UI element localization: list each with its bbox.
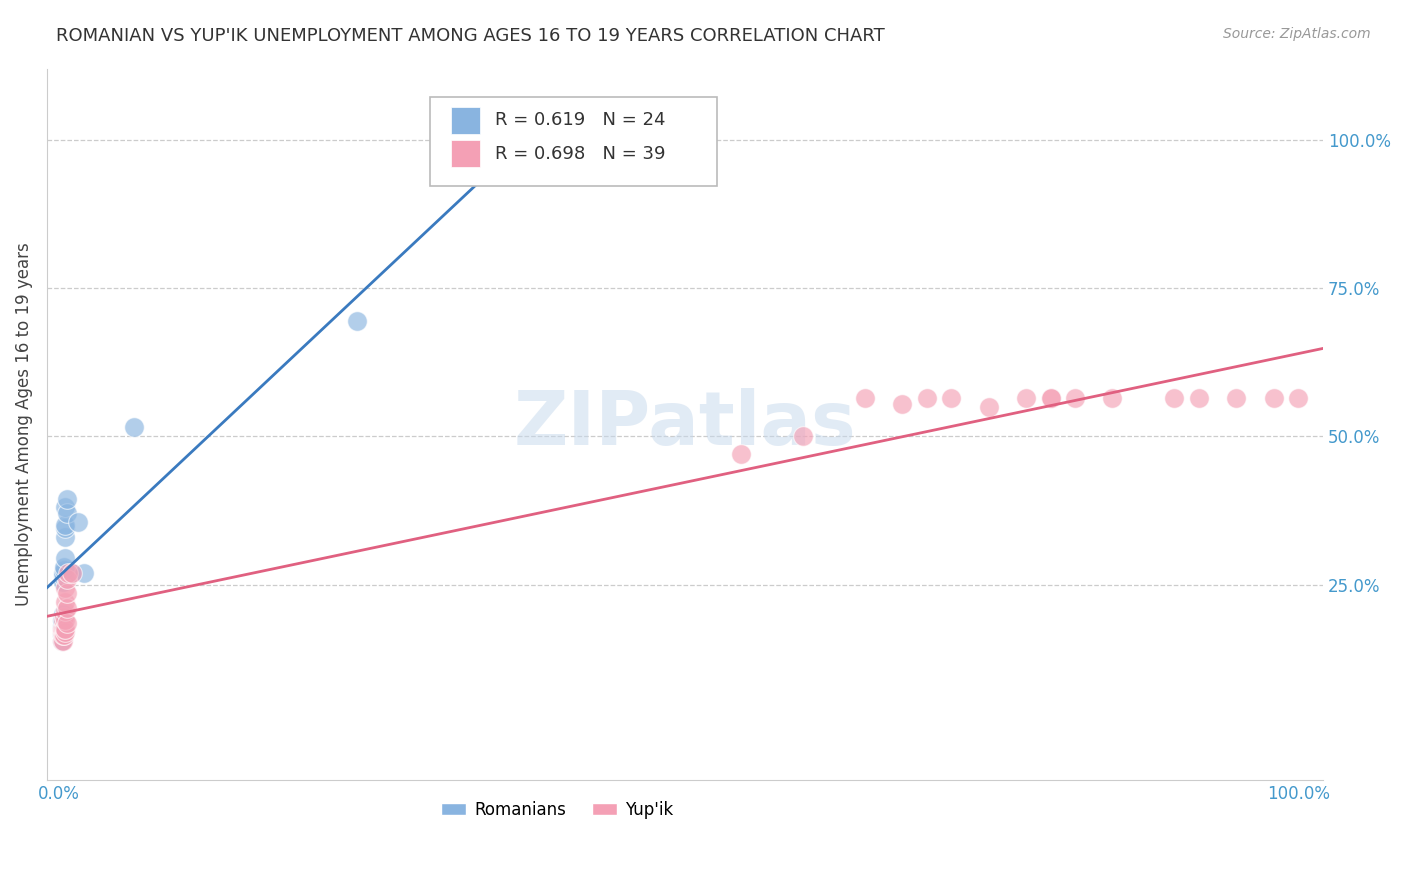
- Point: [73, 566, 96, 580]
- Point: [53, 563, 76, 577]
- Text: R = 0.619   N = 24: R = 0.619 N = 24: [495, 112, 665, 129]
- Point: [52, 622, 75, 636]
- Point: [53, 610, 76, 624]
- Point: [52, 607, 75, 622]
- Point: [1064, 391, 1087, 405]
- Point: [52, 634, 75, 648]
- Point: [730, 447, 752, 461]
- Point: [792, 429, 814, 443]
- Point: [56, 566, 79, 580]
- Point: [51, 634, 73, 648]
- Point: [55, 601, 77, 615]
- Point: [66, 516, 89, 530]
- Point: [52, 568, 75, 582]
- Point: [55, 595, 77, 609]
- Y-axis label: Unemployment Among Ages 16 to 19 years: Unemployment Among Ages 16 to 19 years: [15, 243, 32, 607]
- Point: [55, 500, 77, 515]
- Text: ROMANIAN VS YUP'IK UNEMPLOYMENT AMONG AGES 16 TO 19 YEARS CORRELATION CHART: ROMANIAN VS YUP'IK UNEMPLOYMENT AMONG AG…: [56, 27, 884, 45]
- Point: [51, 619, 73, 633]
- Point: [55, 604, 77, 618]
- Point: [1225, 391, 1247, 405]
- Text: ZIPatlas: ZIPatlas: [513, 388, 856, 461]
- Point: [52, 566, 75, 580]
- Point: [52, 628, 75, 642]
- Point: [941, 391, 963, 405]
- Point: [1039, 391, 1062, 405]
- Point: [55, 521, 77, 535]
- Point: [51, 622, 73, 636]
- Point: [51, 613, 73, 627]
- Point: [1163, 391, 1185, 405]
- Point: [55, 550, 77, 565]
- Point: [52, 613, 75, 627]
- Legend: Romanians, Yup'ik: Romanians, Yup'ik: [434, 794, 681, 825]
- Point: [853, 391, 876, 405]
- Text: R = 0.698   N = 39: R = 0.698 N = 39: [495, 145, 665, 163]
- Point: [55, 507, 77, 521]
- Point: [60, 566, 83, 580]
- Point: [51, 634, 73, 648]
- Point: [52, 622, 75, 636]
- Point: [1101, 391, 1123, 405]
- Point: [55, 622, 77, 636]
- Point: [55, 572, 77, 586]
- Point: [55, 530, 77, 544]
- Point: [1286, 391, 1309, 405]
- Point: [977, 400, 1000, 414]
- Point: [55, 581, 77, 595]
- Point: [55, 616, 77, 631]
- Point: [53, 622, 76, 636]
- Point: [52, 574, 75, 589]
- Bar: [451, 140, 479, 168]
- Point: [55, 491, 77, 506]
- Point: [51, 622, 73, 636]
- Point: [60, 566, 83, 580]
- Point: [122, 420, 145, 434]
- Point: [1015, 391, 1038, 405]
- Text: Source: ZipAtlas.com: Source: ZipAtlas.com: [1223, 27, 1371, 41]
- Point: [53, 628, 76, 642]
- Point: [53, 559, 76, 574]
- Point: [915, 391, 938, 405]
- Point: [51, 625, 73, 640]
- Point: [51, 628, 73, 642]
- Point: [55, 625, 77, 640]
- Point: [55, 613, 77, 627]
- Point: [55, 586, 77, 600]
- Point: [346, 313, 368, 327]
- Point: [1039, 391, 1062, 405]
- Point: [1263, 391, 1285, 405]
- Bar: [451, 107, 479, 134]
- Point: [1188, 391, 1211, 405]
- FancyBboxPatch shape: [430, 97, 717, 186]
- Point: [890, 397, 912, 411]
- Point: [55, 518, 77, 533]
